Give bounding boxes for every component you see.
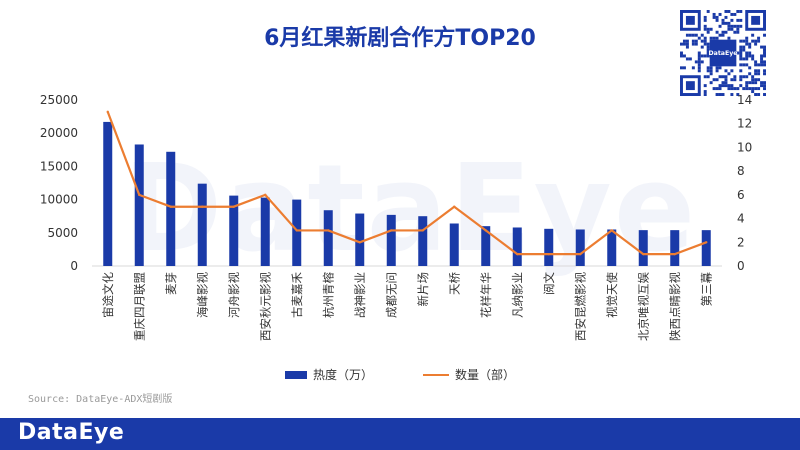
left-axis-tick-label: 10000 bbox=[40, 193, 78, 207]
bar-heat bbox=[166, 151, 176, 266]
bar-heat bbox=[449, 223, 459, 266]
x-axis-category-label: 麦芽 bbox=[164, 272, 178, 295]
x-axis-category-label: 陕西点睛影视 bbox=[668, 272, 682, 341]
bar-heat bbox=[197, 183, 207, 266]
line-point-count bbox=[390, 229, 393, 232]
bar-heat bbox=[670, 230, 680, 266]
legend-label-heat: 热度（万） bbox=[312, 368, 373, 382]
legend-label-count: 数量（部） bbox=[455, 368, 516, 382]
right-axis-tick-label: 8 bbox=[737, 164, 745, 178]
qr-logo-text: DataEye bbox=[708, 50, 737, 57]
x-axis-category-label: 北京唯视互娱 bbox=[636, 272, 650, 341]
right-axis-tick-label: 10 bbox=[737, 140, 752, 154]
line-point-count bbox=[264, 193, 267, 197]
line-point-count bbox=[327, 229, 330, 232]
bar-heat bbox=[292, 199, 302, 266]
right-axis-tick-label: 14 bbox=[737, 93, 752, 107]
left-axis-tick-label: 25000 bbox=[40, 93, 78, 107]
line-point-count bbox=[547, 252, 550, 256]
chart-legend: 热度（万） 数量（部） bbox=[0, 366, 800, 383]
chart-title: 6月红果新剧合作方TOP20 bbox=[264, 26, 536, 51]
line-point-count bbox=[421, 229, 424, 232]
x-axis-category-label: 西安秋元影视 bbox=[258, 272, 272, 341]
bar-heat bbox=[481, 226, 491, 266]
source-note: Source: DataEye-ADX短剧版 bbox=[28, 394, 173, 405]
bar-heat bbox=[638, 230, 648, 266]
bar-heat bbox=[512, 227, 522, 266]
bar-heat bbox=[134, 144, 144, 266]
x-axis-category-label: 西安昆燃影视 bbox=[573, 272, 587, 341]
x-axis-category-label: 视觉天使 bbox=[605, 272, 619, 318]
legend-swatch-bar bbox=[284, 370, 307, 379]
footer-logo: DataEye bbox=[18, 420, 125, 445]
x-axis-category-label: 阅文 bbox=[542, 272, 556, 295]
left-axis-tick-label: 15000 bbox=[40, 159, 78, 173]
bar-heat bbox=[544, 228, 554, 266]
legend-item-count: 数量（部） bbox=[423, 366, 515, 383]
x-axis-category-label: 杭州青榕 bbox=[321, 272, 335, 318]
bar-heat bbox=[260, 197, 270, 266]
line-point-count bbox=[453, 205, 456, 208]
x-axis-category-label: 重庆四月联盟 bbox=[132, 272, 146, 341]
right-axis-tick-label: 12 bbox=[737, 117, 752, 131]
footer-bar: DataEye bbox=[0, 418, 800, 450]
legend-item-heat: 热度（万） bbox=[284, 366, 373, 383]
right-axis-tick-label: 4 bbox=[737, 212, 745, 226]
qr-code-icon: DataEye bbox=[680, 10, 766, 96]
line-point-count bbox=[579, 252, 582, 256]
left-axis-tick-label: 20000 bbox=[40, 126, 78, 140]
line-point-count bbox=[201, 205, 204, 208]
line-point-count bbox=[138, 193, 141, 197]
x-axis-category-label: 天桥 bbox=[447, 272, 461, 295]
line-point-count bbox=[673, 252, 676, 256]
line-point-count bbox=[169, 205, 172, 208]
bar-heat bbox=[575, 229, 585, 266]
x-axis-category-label: 战神影业 bbox=[353, 272, 367, 318]
bar-heat bbox=[701, 230, 711, 266]
x-axis-category-label: 花样年华 bbox=[479, 272, 493, 318]
x-axis-category-label: 海峰影视 bbox=[195, 272, 209, 318]
left-axis-tick-label: 5000 bbox=[47, 226, 78, 240]
line-point-count bbox=[484, 229, 487, 232]
line-point-count bbox=[106, 110, 109, 114]
x-axis-category-label: 河舟影视 bbox=[227, 272, 241, 318]
line-point-count bbox=[705, 241, 708, 244]
right-axis-tick-label: 0 bbox=[737, 259, 745, 273]
line-point-count bbox=[642, 252, 645, 256]
bar-heat bbox=[607, 229, 617, 266]
legend-swatch-line bbox=[423, 373, 449, 376]
left-axis-tick-label: 0 bbox=[70, 259, 78, 273]
line-point-count bbox=[516, 252, 519, 256]
x-axis-category-label: 第三幕 bbox=[699, 272, 713, 307]
x-axis-category-label: 凡纳影业 bbox=[510, 272, 524, 318]
line-point-count bbox=[232, 205, 235, 208]
x-axis-category-label: 古麦嘉禾 bbox=[290, 272, 304, 318]
line-point-count bbox=[295, 229, 298, 232]
right-axis-tick-label: 2 bbox=[737, 235, 745, 249]
line-point-count bbox=[610, 229, 613, 232]
bar-heat bbox=[229, 195, 239, 266]
right-axis-tick-label: 6 bbox=[737, 188, 745, 202]
line-point-count bbox=[358, 241, 361, 244]
bar-heat bbox=[323, 210, 333, 266]
bar-heat bbox=[103, 121, 113, 266]
bar-heat bbox=[418, 216, 428, 266]
x-axis-category-label: 成都无问 bbox=[384, 272, 398, 318]
bar-heat bbox=[355, 213, 365, 266]
line-count bbox=[106, 111, 707, 256]
x-axis-category-label: 新片场 bbox=[416, 272, 430, 307]
x-axis-category-label: 宙途文化 bbox=[101, 272, 115, 318]
bar-heat bbox=[386, 214, 396, 266]
